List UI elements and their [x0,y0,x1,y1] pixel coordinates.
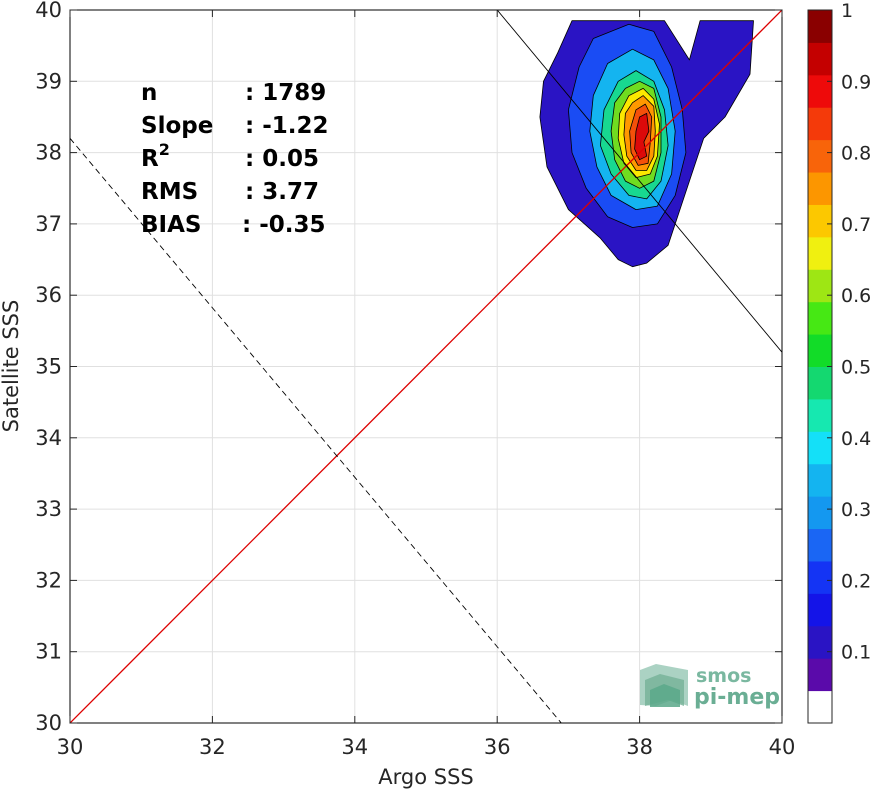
fit-dashed-line [70,138,562,723]
colorbar-tick-label-7: 0.8 [841,143,871,165]
colorbar-tick-label-5: 0.6 [841,285,871,307]
x-tick-label-1: 32 [199,735,226,759]
y-tick-label-3: 33 [35,497,62,521]
y-tick-label-7: 37 [35,212,62,236]
y-tick-label-4: 34 [35,426,62,450]
regression-line [496,10,782,353]
y-tick-label-8: 38 [35,141,62,165]
y-tick-label-1: 31 [35,640,62,664]
logo-pimep-text: pi-mep [694,685,780,710]
logo-smos-text: smos [696,665,751,687]
colorbar-segment-8 [808,431,832,465]
colorbar-tick-label-8: 0.9 [841,71,871,93]
reference-lines [70,10,782,723]
logo-wave-icon [640,664,688,707]
colorbar-segment-0 [808,690,832,724]
x-axis: 30 32 34 36 38 40 [57,10,796,759]
colorbar-tick-label-2: 0.3 [841,499,871,521]
stat-superscript-2: 2 [159,140,170,159]
stat-value-0: : 1789 [245,80,326,106]
y-tick-label-5: 35 [35,355,62,379]
x-tick-label-3: 36 [484,735,511,759]
y-axis: 30 31 32 33 34 35 36 37 38 39 40 [35,0,782,735]
stat-value-2: : 0.05 [245,146,319,172]
y-tick-label-6: 36 [35,283,62,307]
colorbar-segment-2 [808,625,832,659]
colorbar-segment-10 [808,366,832,400]
colorbar: 0.1 0.2 0.3 0.4 0.5 0.6 0.7 0.8 0.9 1 [807,0,871,724]
colorbar-segment-18 [808,107,832,141]
colorbar-tick-label-9: 1 [841,0,853,22]
x-tick-label-0: 30 [57,735,84,759]
smos-pi-mep-logo: smos pi-mep [640,664,780,710]
x-tick-label-4: 38 [626,735,653,759]
colorbar-segment-1 [808,658,832,692]
colorbar-tick-label-3: 0.4 [841,428,871,450]
colorbar-tick-label-4: 0.5 [841,357,871,379]
colorbar-segment-16 [808,172,832,205]
colorbar-segment-14 [808,236,832,270]
identity-line [70,10,782,723]
colorbar-segment-15 [808,204,832,238]
y-tick-label-2: 32 [35,568,62,592]
stat-value-4: : -0.35 [242,212,326,238]
stat-label-0: n [141,80,157,106]
y-axis-label: Satellite SSS [0,300,23,433]
colorbar-segment-9 [808,398,832,432]
colorbar-segment-20 [808,42,832,76]
stat-label-4: BIAS [141,212,201,238]
stat-value-3: : 3.77 [245,179,319,205]
stat-label-3: RMS [141,179,198,205]
colorbar-segment-6 [808,496,832,530]
colorbar-segment-7 [808,463,832,497]
y-tick-label-0: 30 [35,711,62,735]
colorbar-segment-13 [808,269,832,303]
stat-value-1: : -1.22 [245,113,329,139]
colorbar-segment-21 [808,10,832,43]
colorbar-tick-label-0: 0.1 [841,642,871,664]
colorbar-segment-19 [808,74,832,108]
colorbar-segment-17 [808,139,832,173]
contour-level-8 [634,113,650,161]
colorbar-segment-5 [808,528,832,562]
y-tick-label-9: 39 [35,69,62,93]
stat-label-1: Slope [141,113,213,139]
y-tick-label-10: 40 [35,0,62,22]
x-tick-label-2: 34 [341,735,368,759]
colorbar-segment-11 [808,334,832,367]
colorbar-segment-3 [808,593,832,627]
colorbar-segment-12 [808,301,832,335]
colorbar-tick-label-1: 0.2 [841,570,871,592]
x-tick-label-5: 40 [769,735,796,759]
colorbar-segment-4 [808,560,832,594]
colorbar-tick-label-6: 0.7 [841,214,871,236]
x-axis-label: Argo SSS [378,765,473,789]
density-contours [539,20,754,268]
